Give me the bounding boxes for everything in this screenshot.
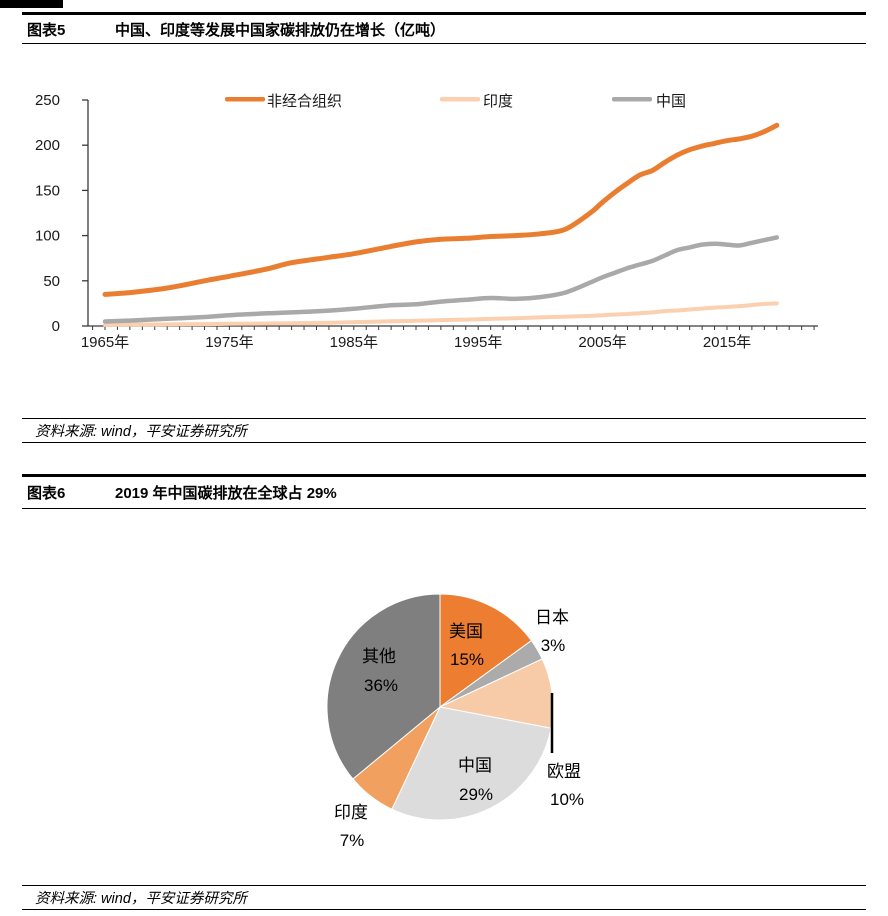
pie-label-name-欧盟: 欧盟 — [547, 762, 581, 781]
figure5-source: 资料来源: wind，平安证券研究所 — [22, 418, 866, 443]
y-tick-label: 150 — [35, 182, 60, 199]
legend-swatch — [225, 97, 265, 102]
pie-slice-美国 — [439, 593, 533, 708]
pie-label-value-美国: 15% — [450, 650, 484, 669]
figure5-header: 图表5 中国、印度等发展中国家碳排放仍在增长（亿吨） — [22, 12, 866, 44]
pie-chart: 美国 15% 日本 3% 欧盟 10% 中国 29% 印度 7% 其他 36% — [326, 593, 584, 850]
y-tick-label: 250 — [35, 92, 60, 109]
figure6-header: 图表6 2019 年中国碳排放在全球占 29% — [22, 474, 866, 509]
pie-label-name-美国: 美国 — [449, 622, 483, 641]
line-chart: 0 50 100 150 200 250 1965年 1975年 1985年 1995年 2005年… — [35, 92, 818, 351]
pie-slice-中国 — [391, 706, 552, 821]
figure6-title: 2019 年中国碳排放在全球占 29% — [115, 485, 337, 502]
x-tick-label: 1965年 — [81, 334, 129, 351]
pie-chart-labels: 美国 15% 日本 3% 欧盟 10% 中国 29% 印度 7% 其他 36% — [334, 608, 584, 850]
y-tick-label: 200 — [35, 137, 60, 154]
series-line-非经合组织 — [102, 122, 780, 297]
pie-slice-其他 — [326, 593, 441, 780]
figure6-label: 图表6 — [27, 485, 66, 502]
x-tick-label: 1985年 — [330, 334, 378, 351]
x-tick-label: 2015年 — [703, 334, 751, 351]
line-chart-series — [102, 122, 780, 327]
legend-label: 中国 — [656, 93, 686, 110]
series-line-中国 — [102, 235, 780, 324]
x-tick-label: 1975年 — [205, 334, 253, 351]
pie-chart-slices — [326, 593, 554, 821]
figure6-source-text: 资料来源: wind，平安证券研究所 — [35, 891, 247, 907]
figure5-source-text: 资料来源: wind，平安证券研究所 — [35, 424, 247, 440]
x-tick-label: 2005年 — [578, 334, 626, 351]
y-tick-label: 50 — [43, 273, 60, 290]
pie-label-value-欧盟: 10% — [550, 790, 584, 809]
legend-label: 印度 — [483, 93, 513, 110]
pie-label-name-印度: 印度 — [334, 803, 368, 822]
legend-label: 非经合组织 — [267, 93, 342, 110]
x-tick-label: 1995年 — [454, 334, 502, 351]
series-line-印度 — [103, 301, 779, 327]
page-edge-artifact — [0, 0, 63, 8]
figure5-title: 中国、印度等发展中国家碳排放仍在增长（亿吨） — [115, 21, 446, 39]
line-chart-legend: 非经合组织 印度 中国 — [225, 93, 686, 110]
pie-label-name-日本: 日本 — [535, 608, 569, 627]
y-tick-label: 0 — [52, 318, 60, 335]
legend-swatch — [612, 97, 652, 102]
pie-label-name-其他: 其他 — [362, 647, 396, 666]
y-tick-label: 100 — [35, 228, 60, 245]
pie-label-value-其他: 36% — [364, 676, 398, 695]
figure6-source: 资料来源: wind，平安证券研究所 — [22, 885, 866, 910]
figure5-label: 图表5 — [27, 21, 66, 39]
pie-label-value-日本: 3% — [541, 636, 566, 655]
line-chart-axes: 0 50 100 150 200 250 1965年 1975年 1985年 1995年 2005年… — [35, 92, 818, 351]
pie-label-value-中国: 29% — [459, 785, 493, 804]
pie-label-name-中国: 中国 — [458, 756, 492, 775]
legend-swatch — [440, 97, 480, 102]
pie-label-value-印度: 7% — [340, 831, 365, 850]
